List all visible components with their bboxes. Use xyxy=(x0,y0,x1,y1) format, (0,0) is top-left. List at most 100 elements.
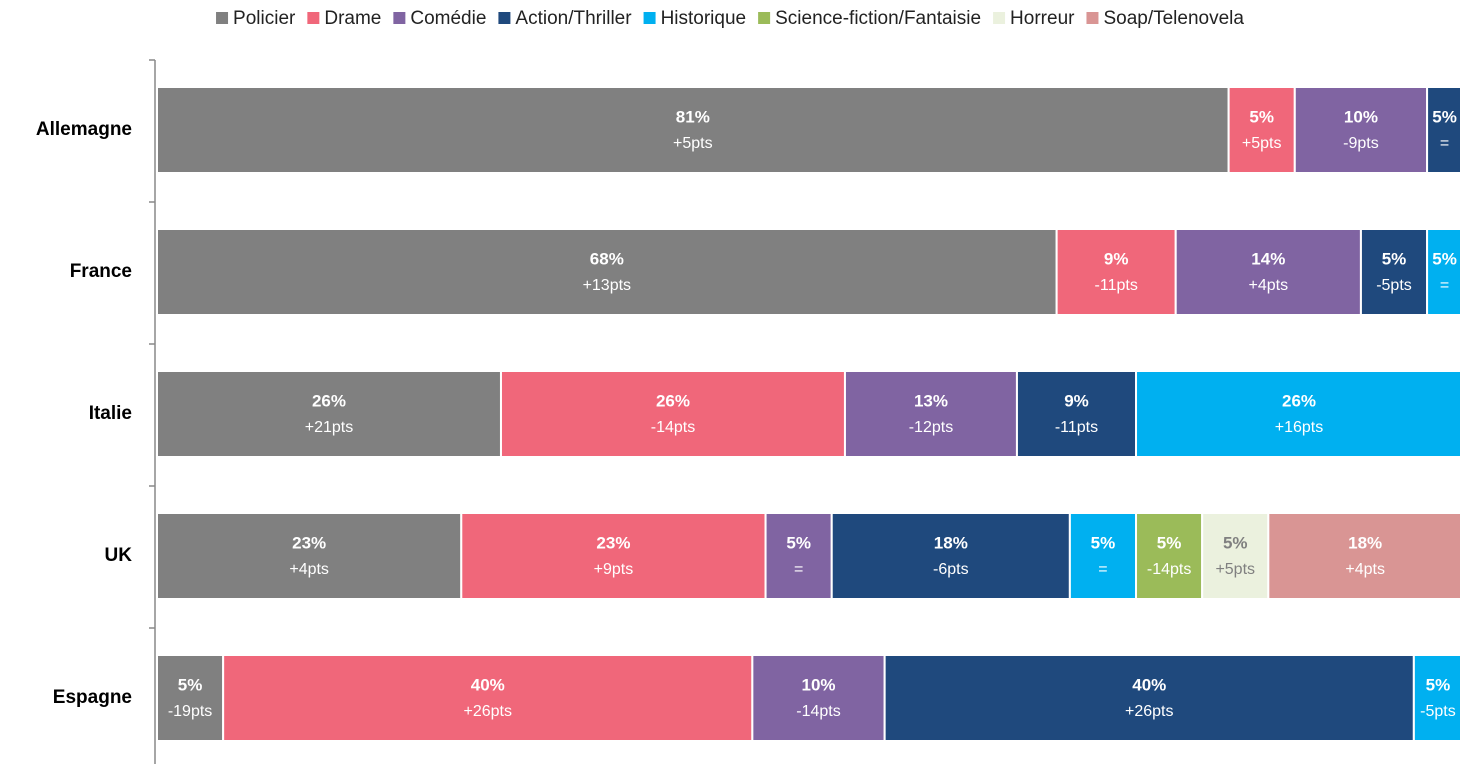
change-label: +21pts xyxy=(305,419,353,436)
change-label: = xyxy=(794,561,803,578)
value-label: 5% xyxy=(1426,675,1451,694)
change-label: -14pts xyxy=(796,703,840,720)
value-label: 5% xyxy=(178,675,203,694)
change-label: -12pts xyxy=(909,419,953,436)
change-label: +4pts xyxy=(1249,277,1289,294)
value-label: 26% xyxy=(656,391,690,410)
bar-segment xyxy=(764,512,833,600)
change-label: -11pts xyxy=(1055,419,1098,436)
change-label: +16pts xyxy=(1275,419,1323,436)
change-label: -14pts xyxy=(651,419,695,436)
bar-segment xyxy=(1055,228,1177,316)
value-label: 5% xyxy=(1091,533,1116,552)
legend-swatch xyxy=(393,12,406,24)
legend-label: Soap/Telenovela xyxy=(1103,8,1244,29)
legend-swatch xyxy=(498,12,511,24)
bar-segment xyxy=(156,370,502,458)
bar-segment xyxy=(1015,370,1138,458)
value-label: 10% xyxy=(1344,107,1378,126)
change-label: -14pts xyxy=(1147,561,1191,578)
legend-label: Policier xyxy=(233,8,296,29)
category-label: Espagne xyxy=(53,687,132,708)
value-label: 23% xyxy=(596,533,630,552)
bar-segment xyxy=(1267,512,1460,600)
bar-segment xyxy=(843,370,1018,458)
change-label: +5pts xyxy=(1215,561,1255,578)
bar-segment xyxy=(156,86,1230,174)
bar-segment xyxy=(499,370,846,458)
value-label: 26% xyxy=(1282,391,1316,410)
bar-segment xyxy=(222,654,754,742)
change-label: = xyxy=(1440,277,1449,294)
value-label: 13% xyxy=(914,391,948,410)
category-label: Allemagne xyxy=(36,119,132,140)
legend-label: Drame xyxy=(324,8,381,29)
value-label: 9% xyxy=(1104,249,1129,268)
bar-segment xyxy=(1135,512,1204,600)
category-label: France xyxy=(70,261,132,282)
category-label: Italie xyxy=(89,403,132,424)
bar-segment xyxy=(1201,512,1270,600)
change-label: -5pts xyxy=(1376,277,1412,294)
change-label: +5pts xyxy=(673,135,713,152)
legend-swatch xyxy=(993,12,1006,24)
value-label: 81% xyxy=(676,107,710,126)
change-label: -6pts xyxy=(933,561,969,578)
bar-segment xyxy=(1174,228,1362,316)
bar-segment xyxy=(1135,370,1460,458)
value-label: 5% xyxy=(786,533,811,552)
change-label: +26pts xyxy=(1125,703,1173,720)
value-label: 14% xyxy=(1251,249,1285,268)
value-label: 5% xyxy=(1223,533,1248,552)
value-label: 68% xyxy=(590,249,624,268)
change-label: +26pts xyxy=(464,703,512,720)
legend-swatch xyxy=(216,12,229,24)
value-label: 23% xyxy=(292,533,326,552)
value-label: 5% xyxy=(1249,107,1274,126)
value-label: 9% xyxy=(1064,391,1089,410)
change-label: +9pts xyxy=(594,561,634,578)
value-label: 5% xyxy=(1432,107,1457,126)
legend-label: Horreur xyxy=(1010,8,1075,29)
bar-segment xyxy=(1068,512,1138,600)
bar-segment xyxy=(460,512,767,600)
value-label: 26% xyxy=(312,391,346,410)
legend-label: Historique xyxy=(661,8,747,29)
legend-swatch xyxy=(643,12,656,24)
change-label: = xyxy=(1098,561,1107,578)
value-label: 18% xyxy=(934,533,968,552)
legend: Policier Drame Comédie Action/Thriller Histo… xyxy=(216,8,1244,29)
bar-segment xyxy=(1426,228,1460,316)
change-label: +4pts xyxy=(1345,561,1385,578)
value-label: 40% xyxy=(1132,675,1166,694)
bar-segment xyxy=(830,512,1071,600)
value-label: 18% xyxy=(1348,533,1382,552)
change-label: -9pts xyxy=(1343,135,1379,152)
change-label: -11pts xyxy=(1095,277,1138,294)
change-label: -19pts xyxy=(168,703,212,720)
value-label: 5% xyxy=(1157,533,1182,552)
bar-segment xyxy=(1412,654,1460,742)
bar-segment xyxy=(156,512,463,600)
legend-label: Comédie xyxy=(410,8,486,29)
bar-segment xyxy=(156,228,1058,316)
bar-segment xyxy=(1359,228,1429,316)
bar-segment xyxy=(883,654,1415,742)
value-label: 40% xyxy=(471,675,505,694)
legend-swatch xyxy=(1086,12,1099,24)
value-label: 10% xyxy=(801,675,835,694)
change-label: = xyxy=(1440,135,1449,152)
change-label: +13pts xyxy=(583,277,631,294)
value-label: 5% xyxy=(1382,249,1407,268)
bar-segment xyxy=(1293,86,1429,174)
bar-segment xyxy=(156,654,225,742)
legend-swatch xyxy=(758,12,771,24)
category-label: UK xyxy=(105,545,133,566)
change-label: +5pts xyxy=(1242,135,1282,152)
value-label: 5% xyxy=(1432,249,1457,268)
change-label: +4pts xyxy=(289,561,329,578)
bar-segment xyxy=(1426,86,1460,174)
legend-swatch xyxy=(307,12,320,24)
legend-label: Science-fiction/Fantaisie xyxy=(775,8,981,29)
